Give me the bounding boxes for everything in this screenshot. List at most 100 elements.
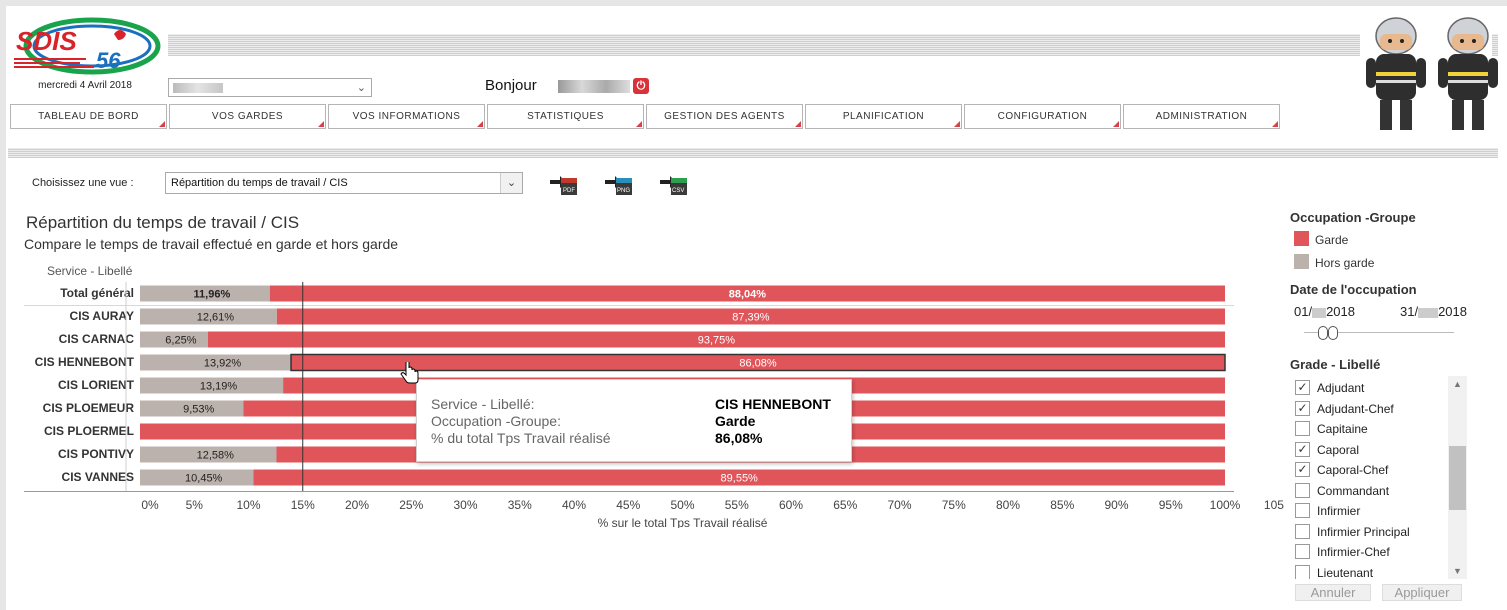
grade-item[interactable]: Commandant <box>1295 482 1445 502</box>
grade-label: Caporal <box>1317 442 1360 457</box>
date-to-year: 2018 <box>1438 304 1467 319</box>
svg-text:PDF: PDF <box>563 188 575 194</box>
export-pdf-button[interactable]: PDF <box>549 172 579 196</box>
category-label: CIS PLOERMEL <box>44 424 134 438</box>
x-tick-label: 65% <box>833 498 857 512</box>
x-tick-label: 70% <box>887 498 911 512</box>
export-png-button[interactable]: PNG <box>604 172 634 196</box>
grade-item[interactable]: Infirmier-Chef <box>1295 543 1445 563</box>
grade-item[interactable]: Capitaine <box>1295 420 1445 440</box>
bar-garde <box>207 331 1225 348</box>
grade-item[interactable]: ✓ Adjudant <box>1295 379 1445 399</box>
date-from: 01/2018 <box>1294 304 1355 319</box>
data-label-hors-garde: 11,96% <box>194 289 231 301</box>
nav-vos-gardes[interactable]: VOS GARDES <box>169 104 326 129</box>
checkbox-unchecked-icon[interactable] <box>1295 482 1310 498</box>
scroll-up-icon[interactable]: ▲ <box>1453 379 1462 389</box>
sdis-logo[interactable]: SDIS 56 <box>10 14 162 78</box>
legend-swatch-hors-garde[interactable] <box>1294 254 1309 269</box>
category-label: CIS CARNAC <box>59 332 135 346</box>
date-slider-handle-start[interactable] <box>1318 326 1328 340</box>
export-csv-button[interactable]: CSV <box>659 172 689 196</box>
bar-hors-garde <box>140 400 244 417</box>
x-axis-label: % sur le total Tps Travail réalisé <box>598 516 768 528</box>
checkbox-unchecked-icon[interactable] <box>1295 564 1310 579</box>
grade-item[interactable]: ✓ Caporal <box>1295 441 1445 461</box>
checkbox-checked-icon[interactable]: ✓ <box>1295 400 1310 416</box>
legend-label-hors-garde[interactable]: Hors garde <box>1315 256 1375 270</box>
date-slider-track[interactable] <box>1304 332 1454 333</box>
header-band-right <box>1492 34 1498 56</box>
category-label: CIS LORIENT <box>58 378 135 392</box>
x-tick-label: 100% <box>1210 498 1241 512</box>
apply-button[interactable]: Appliquer <box>1382 584 1462 601</box>
grade-item[interactable]: Infirmier Principal <box>1295 523 1445 543</box>
grade-item[interactable]: ✓ Adjudant-Chef <box>1295 400 1445 420</box>
bar-hors-garde <box>140 377 284 394</box>
grade-label: Infirmier <box>1317 504 1361 518</box>
checkbox-unchecked-icon[interactable] <box>1295 523 1310 539</box>
checkbox-unchecked-icon[interactable] <box>1295 503 1310 518</box>
bar-garde <box>269 285 1225 302</box>
data-label-hors-garde: 9,53% <box>183 404 214 416</box>
checkbox-unchecked-icon[interactable] <box>1295 421 1310 436</box>
chart-subtitle: Compare le temps de travail effectué en … <box>24 236 399 252</box>
nav-vos-informations[interactable]: VOS INFORMATIONS <box>328 104 485 129</box>
view-select-value: Répartition du temps de travail / CIS <box>171 177 348 189</box>
data-label-hors-garde: 13,19% <box>200 381 238 393</box>
main-nav: TABLEAU DE BORD VOS GARDES VOS INFORMATI… <box>10 104 1280 130</box>
grade-item[interactable]: Infirmier <box>1295 502 1445 522</box>
chart-tooltip: Service - Libellé: CIS HENNEBONT Occupat… <box>416 379 852 462</box>
checkbox-checked-icon[interactable]: ✓ <box>1295 462 1310 477</box>
stacked-bar-chart: Total général 11,96% 88,04% CIS AURAY 12,61%… <box>24 282 1284 528</box>
grade-filter-list[interactable]: ✓ Adjudant ✓ Adjudant-Chef Capitaine ✓ Caporal… <box>1290 376 1468 579</box>
toolbar-band <box>8 148 1498 158</box>
svg-text:PNG: PNG <box>617 188 630 194</box>
x-tick-label: 30% <box>453 498 477 512</box>
checkbox-checked-icon[interactable]: ✓ <box>1295 441 1310 457</box>
grade-label: Infirmier-Chef <box>1317 545 1390 559</box>
tooltip-value-groupe: Garde <box>715 413 756 429</box>
nav-configuration[interactable]: CONFIGURATION <box>964 104 1121 129</box>
x-tick-label: 95% <box>1159 498 1183 512</box>
redacted-month <box>1312 307 1327 318</box>
legend-label-garde[interactable]: Garde <box>1315 233 1349 247</box>
nav-statistiques[interactable]: STATISTIQUES <box>487 104 644 129</box>
scroll-thumb[interactable] <box>1449 446 1466 510</box>
grade-scrollbar[interactable]: ▲ ▼ <box>1448 376 1467 579</box>
legend-title: Occupation -Groupe <box>1290 210 1416 225</box>
grade-label: Infirmier Principal <box>1317 524 1410 539</box>
hand-cursor-icon <box>400 362 419 384</box>
grade-title: Grade - Libellé <box>1290 357 1381 372</box>
x-tick-label: 45% <box>616 498 640 512</box>
current-date: mercredi 4 Avril 2018 <box>38 80 132 91</box>
svg-text:SDIS: SDIS <box>16 26 77 56</box>
nav-planification[interactable]: PLANIFICATION <box>805 104 962 129</box>
nav-gestion-des-agents[interactable]: GESTION DES AGENTS <box>646 104 803 129</box>
data-label-hors-garde: 12,58% <box>197 450 235 462</box>
header-band <box>168 34 1360 56</box>
user-select[interactable]: ⌄ <box>168 78 372 97</box>
legend-swatch-garde[interactable] <box>1294 231 1309 246</box>
tooltip-value-service: CIS HENNEBONT <box>715 396 831 412</box>
cancel-button[interactable]: Annuler <box>1295 584 1371 601</box>
grade-item[interactable]: ✓ Caporal-Chef <box>1295 461 1445 481</box>
checkbox-checked-icon[interactable]: ✓ <box>1295 380 1310 395</box>
x-tick-label: 0% <box>141 498 159 512</box>
view-select[interactable]: Répartition du temps de travail / CIS ⌄ <box>165 172 523 194</box>
x-tick-label: 5% <box>186 498 204 512</box>
checkbox-unchecked-icon[interactable] <box>1295 544 1310 559</box>
x-tick-label: 55% <box>725 498 749 512</box>
tooltip-label-service: Service - Libellé: <box>431 396 535 412</box>
grade-label: Caporal-Chef <box>1317 463 1389 477</box>
bar-hors-garde <box>140 308 277 325</box>
date-slider-handle-end[interactable] <box>1328 326 1338 340</box>
scroll-down-icon[interactable]: ▼ <box>1453 566 1462 576</box>
x-tick-label: 75% <box>942 498 966 512</box>
nav-tableau-de-bord[interactable]: TABLEAU DE BORD <box>10 104 167 129</box>
logout-icon[interactable]: ⏻ <box>633 78 649 94</box>
grade-item[interactable]: Lieutenant <box>1295 564 1445 579</box>
nav-administration[interactable]: ADMINISTRATION <box>1123 104 1280 129</box>
bar-hors-garde <box>140 285 270 302</box>
date-from-year: 2018 <box>1326 304 1355 319</box>
